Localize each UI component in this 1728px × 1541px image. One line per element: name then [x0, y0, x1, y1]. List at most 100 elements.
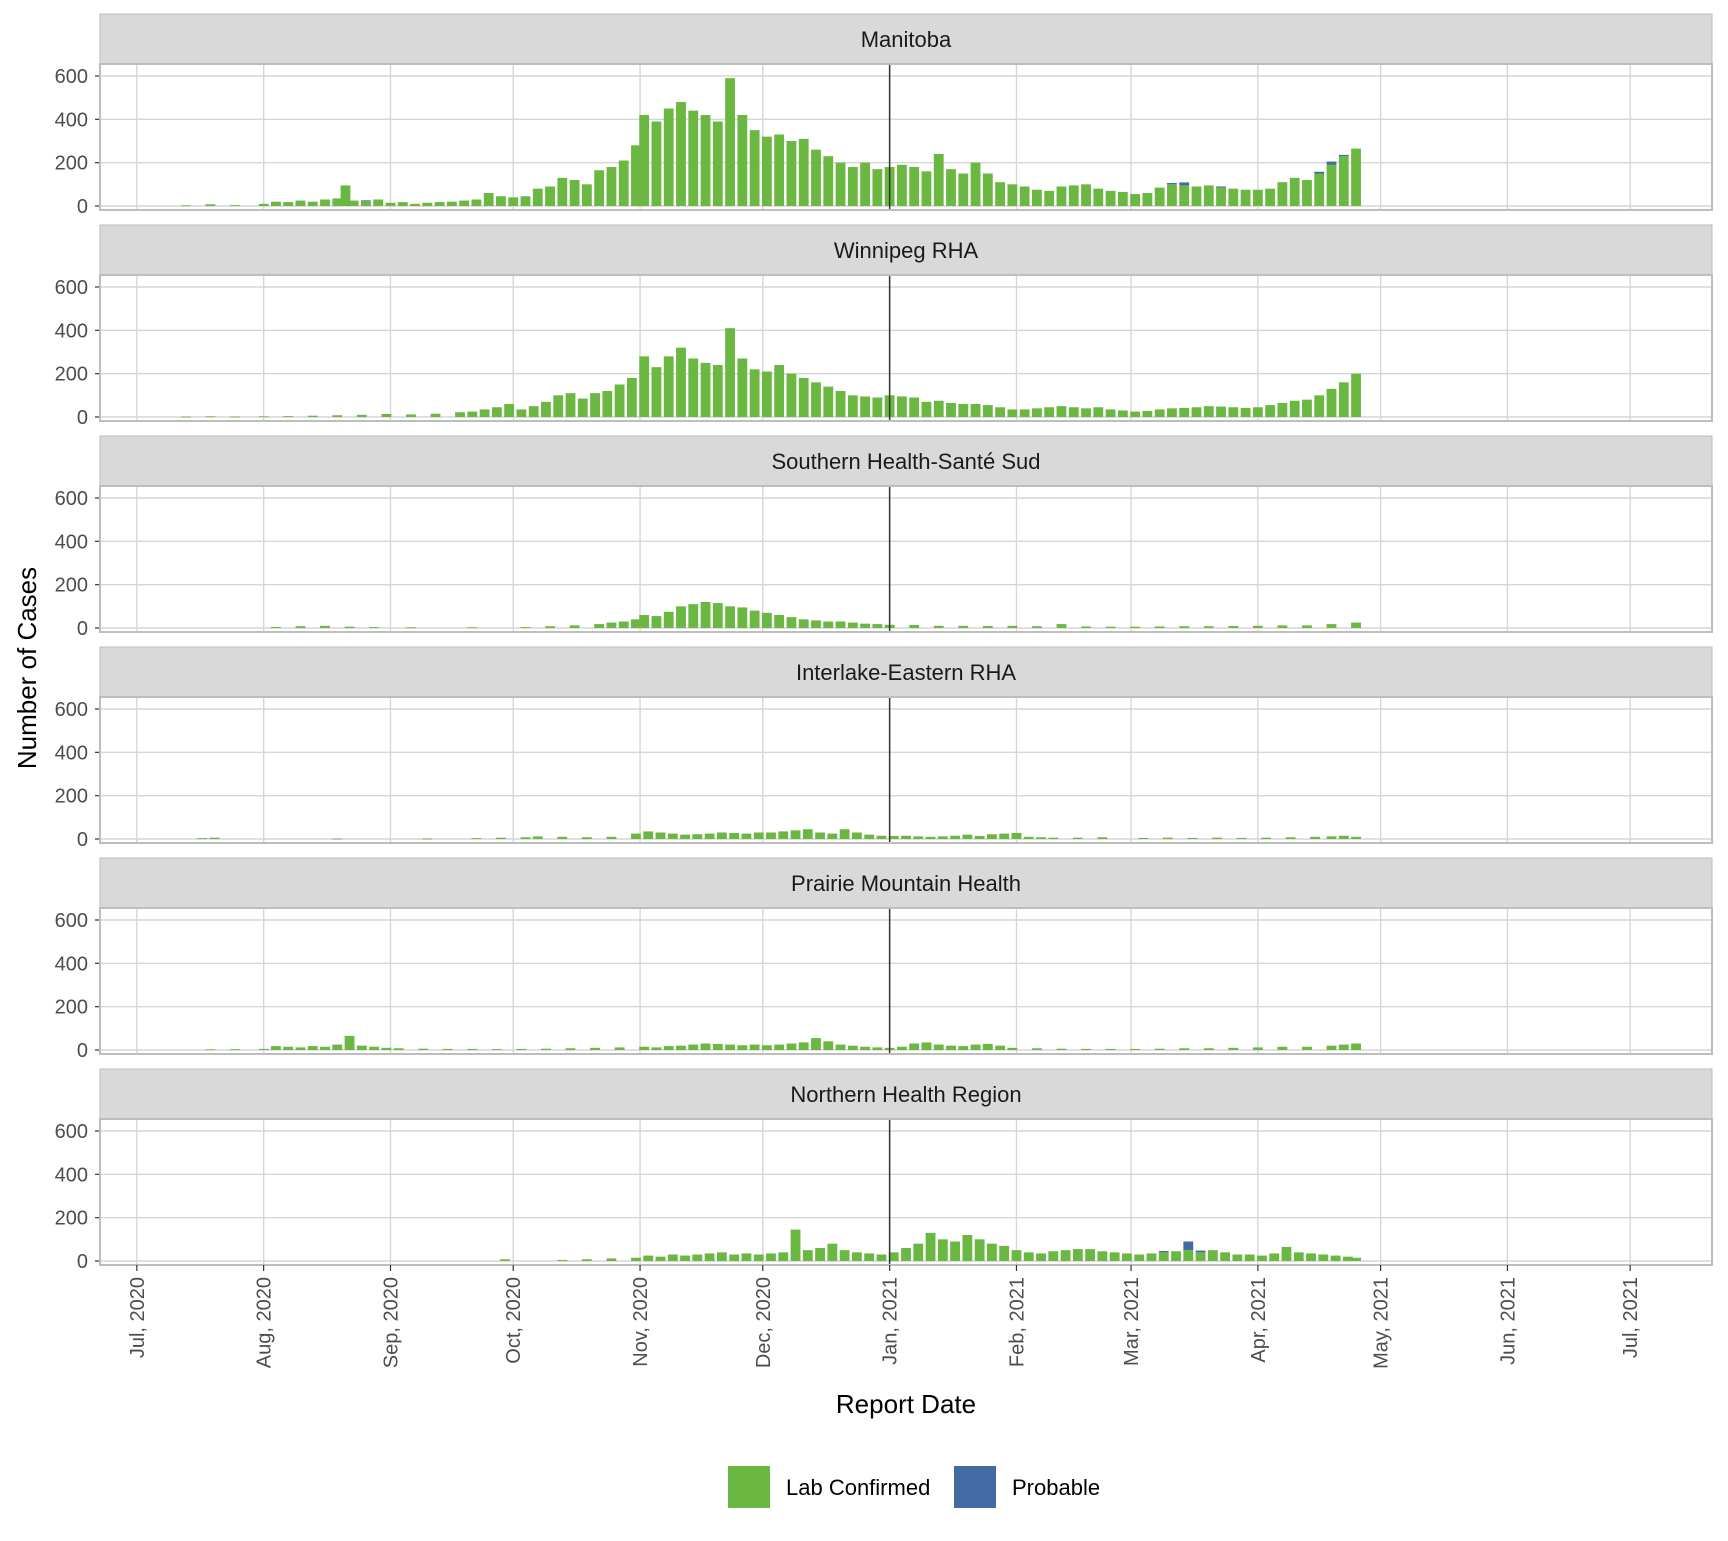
bar-lab-confirmed	[1285, 837, 1296, 839]
bar-lab-confirmed	[847, 622, 858, 628]
bar-lab-confirmed	[516, 1048, 527, 1050]
bar-lab-confirmed	[896, 1046, 907, 1050]
bar-lab-confirmed	[753, 1254, 764, 1261]
bar-lab-confirmed	[946, 1045, 956, 1050]
bar-lab-confirmed	[946, 169, 956, 206]
facet-panel: Interlake-Eastern RHA 0 200 400 600	[55, 646, 1713, 851]
bar-lab-confirmed	[823, 621, 834, 628]
bar-lab-confirmed	[1338, 835, 1349, 839]
bar-lab-confirmed	[753, 832, 764, 839]
bar-lab-confirmed	[1019, 409, 1030, 417]
bar-lab-confirmed	[557, 836, 568, 839]
bar-lab-confirmed	[532, 836, 543, 839]
bar-lab-confirmed	[974, 1239, 985, 1261]
bar-lab-confirmed	[1097, 837, 1108, 839]
bar-lab-confirmed	[1138, 837, 1149, 839]
bar-lab-confirmed	[545, 626, 555, 628]
plot-area	[100, 697, 1712, 843]
bar-lab-confirmed	[901, 835, 911, 839]
bar-lab-confirmed	[995, 407, 1006, 417]
bar-lab-confirmed	[307, 1046, 318, 1050]
bar-lab-confirmed	[860, 1046, 870, 1050]
legend-swatch-lab-confirmed	[728, 1466, 770, 1508]
bar-probable	[1314, 171, 1325, 174]
bar-lab-confirmed	[847, 395, 858, 417]
x-tick-label: Mar, 2021	[1121, 1277, 1143, 1366]
bar-lab-confirmed	[332, 198, 343, 206]
bar-lab-confirmed	[397, 202, 408, 206]
bar-lab-confirmed	[496, 837, 506, 839]
bar-lab-confirmed	[663, 1046, 674, 1050]
bar-lab-confirmed	[565, 1048, 576, 1050]
bar-lab-confirmed	[1130, 626, 1141, 628]
bar-lab-confirmed	[1203, 626, 1214, 628]
bar-lab-confirmed	[680, 1255, 690, 1261]
bar-lab-confirmed	[1289, 400, 1300, 417]
legend: Lab Confirmed Probable	[728, 1466, 1100, 1508]
panel-border	[99, 696, 1713, 844]
bar-lab-confirmed	[974, 835, 985, 839]
bar-lab-confirmed	[700, 602, 711, 628]
panel-border	[99, 907, 1713, 1055]
bar-lab-confirmed	[1240, 189, 1251, 206]
bar-lab-confirmed	[663, 356, 674, 417]
y-tick-label: 400	[55, 109, 88, 131]
bar-lab-confirmed	[999, 1245, 1010, 1261]
bar-lab-confirmed	[1326, 164, 1337, 206]
bar-lab-confirmed	[1342, 1256, 1353, 1261]
bar-lab-confirmed	[639, 615, 650, 628]
x-tick-label: Sep, 2020	[380, 1277, 402, 1368]
y-tick-label: 200	[55, 786, 88, 808]
facet-panel: Southern Health-Santé Sud 0 200 400 600	[55, 435, 1713, 640]
plot-area	[100, 1119, 1712, 1265]
bar-lab-confirmed	[1228, 1047, 1239, 1050]
bar-lab-confirmed	[446, 201, 457, 206]
bar-lab-confirmed	[520, 196, 531, 206]
bar-lab-confirmed	[761, 612, 772, 628]
plot-area	[100, 908, 1712, 1054]
bar-lab-confirmed	[704, 833, 715, 839]
bar-lab-confirmed	[504, 404, 515, 417]
bar-lab-confirmed	[680, 834, 690, 839]
bar-lab-confirmed	[872, 624, 883, 628]
bar-lab-confirmed	[631, 619, 641, 628]
x-tick-label: Jun, 2021	[1497, 1277, 1519, 1365]
bar-lab-confirmed	[1048, 1251, 1059, 1261]
bar-lab-confirmed	[1072, 1249, 1083, 1261]
bar-lab-confirmed	[1338, 1044, 1349, 1050]
bar-lab-confirmed	[950, 835, 961, 839]
bar-lab-confirmed	[590, 393, 600, 417]
bar-lab-confirmed	[761, 136, 772, 206]
bar-probable	[361, 200, 371, 202]
bar-lab-confirmed	[344, 1035, 355, 1050]
x-tick-label: Nov, 2020	[630, 1277, 652, 1367]
bar-lab-confirmed	[1154, 626, 1165, 628]
bar-lab-confirmed	[569, 180, 580, 206]
facet-strip	[99, 646, 1713, 698]
facet-title: Prairie Mountain Health	[791, 871, 1021, 896]
bar-lab-confirmed	[1056, 406, 1067, 417]
bar-lab-confirmed	[815, 1248, 825, 1261]
bar-lab-confirmed	[606, 836, 617, 839]
bar-lab-confirmed	[704, 1253, 715, 1261]
bar-lab-confirmed	[1007, 409, 1018, 417]
plot-area	[100, 486, 1712, 632]
bar-lab-confirmed	[774, 365, 785, 417]
facet-panel: Winnipeg RHA 0 200 400 600	[55, 224, 1713, 429]
bar-lab-confirmed	[471, 838, 482, 839]
bar-probable	[1338, 154, 1349, 157]
bar-lab-confirmed	[565, 393, 576, 417]
bar-lab-confirmed	[741, 833, 752, 839]
bar-lab-confirmed	[835, 621, 846, 628]
bar-lab-confirmed	[815, 832, 825, 839]
bar-lab-confirmed	[851, 1252, 862, 1261]
bar-lab-confirmed	[835, 1044, 846, 1050]
bar-lab-confirmed	[1167, 184, 1177, 206]
bar-lab-confirmed	[741, 1253, 752, 1261]
bar-lab-confirmed	[1351, 622, 1361, 628]
bar-lab-confirmed	[479, 409, 490, 417]
bar-lab-confirmed	[712, 603, 723, 628]
bar-lab-confirmed	[500, 1259, 510, 1261]
bar-lab-confirmed	[835, 391, 846, 417]
